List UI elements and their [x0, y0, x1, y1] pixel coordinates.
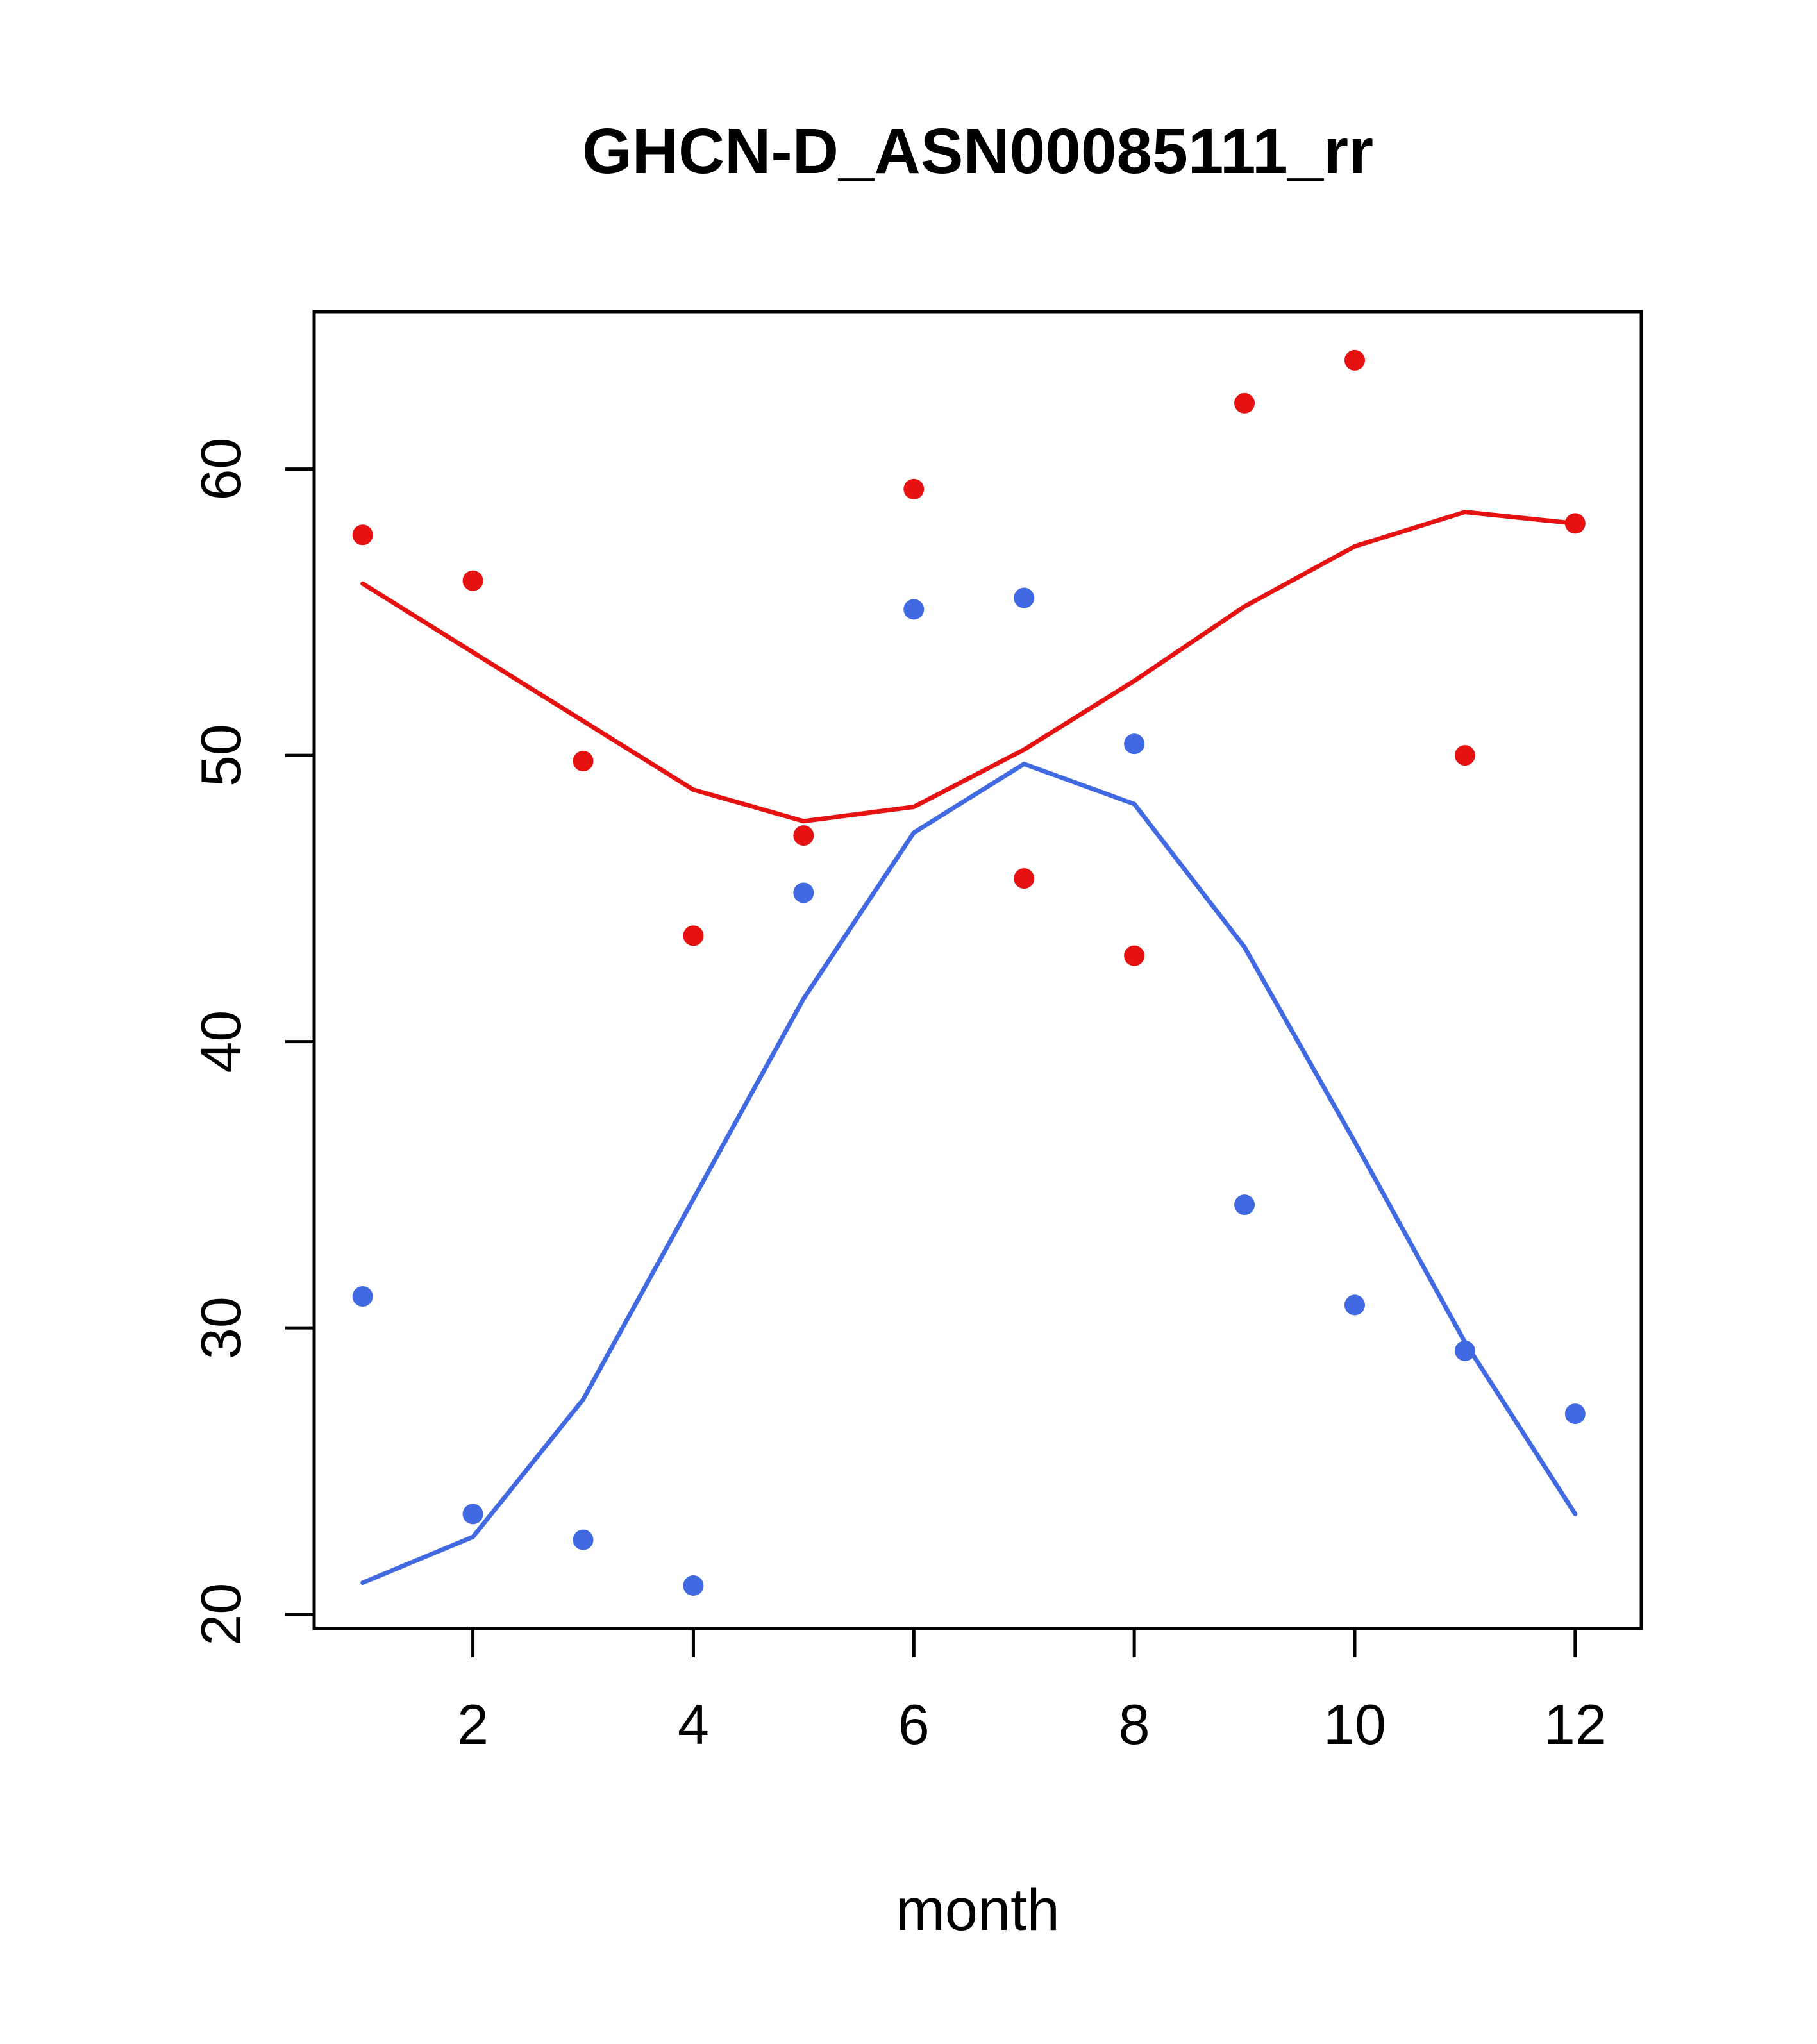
blue-scatter-point [1014, 587, 1035, 608]
x-tick-label: 4 [678, 1693, 709, 1756]
red-scatter-point [1454, 745, 1475, 766]
red-trend-line [360, 510, 1578, 824]
series-group [352, 349, 1586, 1596]
blue-scatter-point [352, 1286, 373, 1307]
x-tick-label: 10 [1323, 1693, 1386, 1756]
y-tick-label: 40 [189, 1010, 253, 1073]
blue-scatter-point [903, 599, 925, 620]
x-tick-label: 6 [898, 1693, 930, 1756]
y-tick-label: 20 [189, 1583, 253, 1646]
x-tick-label: 12 [1544, 1693, 1607, 1756]
plot-border [312, 310, 1643, 1630]
y-tick-label: 50 [189, 724, 253, 787]
x-tick-label: 2 [457, 1693, 489, 1756]
y-tick-label: 30 [189, 1296, 253, 1359]
blue-scatter-point [1564, 1403, 1586, 1425]
red-scatter-point [683, 925, 704, 946]
red-scatter-point [1014, 868, 1035, 889]
blue-scatter-point [683, 1575, 704, 1596]
red-scatter-point [1344, 349, 1365, 371]
x-axis-label: month [896, 1877, 1060, 1943]
red-scatter-point [1124, 945, 1145, 966]
chart-title: GHCN-D_ASN00085111_rr [582, 115, 1373, 187]
red-scatter-point [1234, 392, 1255, 414]
blue-scatter-point [1124, 733, 1145, 755]
blue-scatter-point [1344, 1294, 1365, 1316]
blue-trend-line [360, 762, 1578, 1586]
red-scatter-point [903, 478, 925, 499]
y-tick-label: 60 [189, 438, 253, 501]
red-scatter-point [462, 570, 483, 591]
red-scatter-point [352, 524, 373, 546]
red-scatter-point [793, 825, 814, 846]
x-tick-label: 8 [1119, 1693, 1150, 1756]
blue-scatter-point [1454, 1340, 1475, 1361]
blue-scatter-point [573, 1529, 594, 1550]
blue-scatter-point [1234, 1194, 1255, 1216]
blue-scatter-point [793, 882, 814, 903]
axis-ticks: 2 4 6 8 10 12 20 30 40 50 60 [189, 438, 1607, 1756]
blue-scatter-point [462, 1504, 483, 1525]
red-scatter-point [573, 751, 594, 772]
